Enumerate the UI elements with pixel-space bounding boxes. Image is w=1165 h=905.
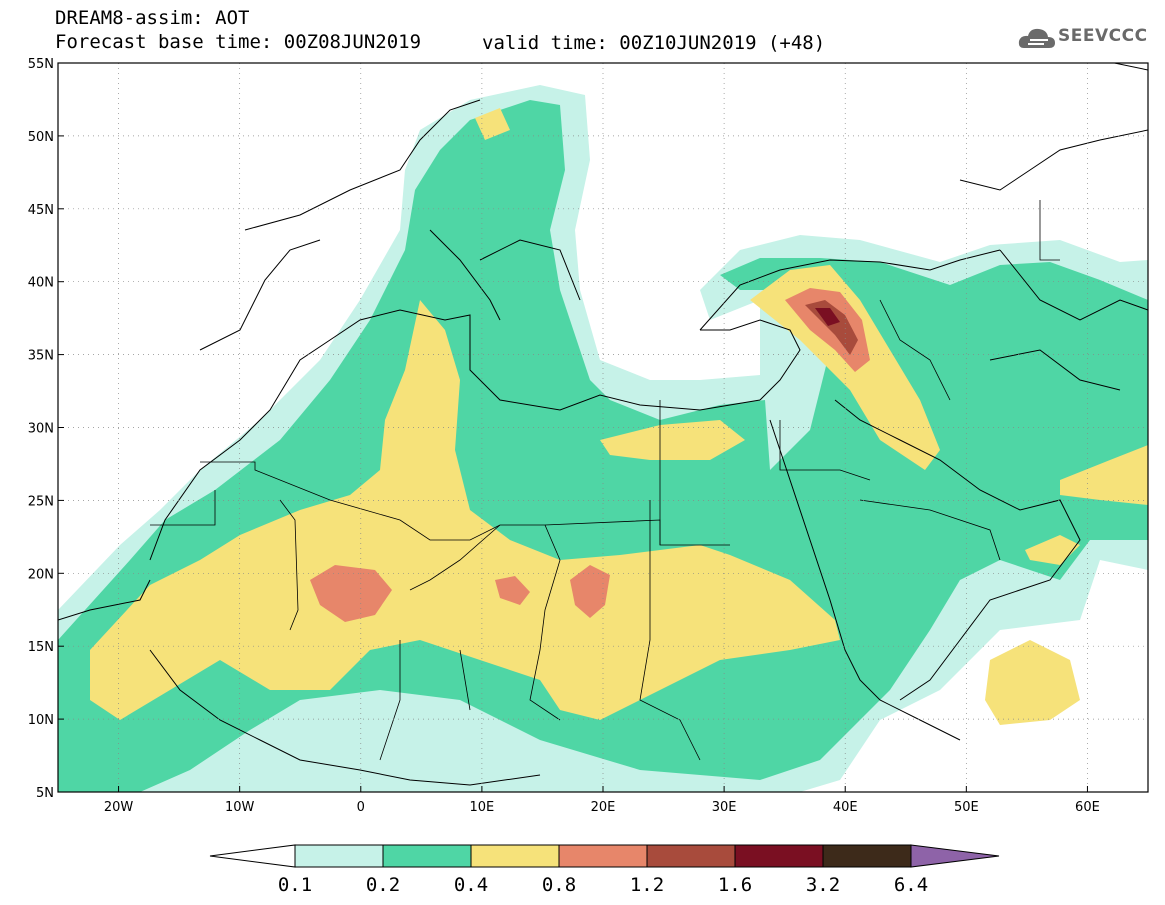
colorbar: 0.1 0.2 0.4 0.8 1.2 1.6 3.2 6.4 — [209, 844, 1000, 896]
lon-tick-label: 20W — [104, 800, 134, 815]
aot-region-extreme — [815, 308, 840, 326]
colorbar-swatch — [734, 844, 824, 868]
colorbar-swatch — [822, 844, 912, 868]
colorbar-label: 0.2 — [366, 874, 400, 896]
aot-region-very-high — [570, 565, 610, 618]
lat-tick-label: 40N — [28, 276, 54, 291]
lat-tick-label: 5N — [36, 786, 54, 801]
lon-tick-label: 20E — [591, 800, 616, 815]
lat-tick-label: 55N — [28, 57, 54, 72]
lat-axis: 55N 50N 45N 40N 35N 30N 25N 20N 15N 10N 5N — [28, 57, 64, 801]
lat-tick-label: 30N — [28, 422, 54, 437]
lon-tick-label: 0 — [357, 800, 365, 815]
lon-axis: 20W 10W 0 10E 20E 30E 40E 50E 60E — [104, 786, 1100, 815]
lon-tick-label: 10W — [225, 800, 255, 815]
lon-tick-label: 30E — [712, 800, 737, 815]
lon-tick-label: 60E — [1075, 800, 1100, 815]
colorbar-over-arrow — [910, 844, 1000, 868]
lat-tick-label: 35N — [28, 349, 54, 364]
lat-tick-label: 45N — [28, 203, 54, 218]
colorbar-label: 1.6 — [718, 874, 752, 896]
aot-region-high — [1060, 445, 1148, 505]
lon-tick-label: 40E — [833, 800, 858, 815]
aot-region-high — [600, 420, 745, 460]
colorbar-label: 0.1 — [278, 874, 312, 896]
grid-lines — [58, 63, 1148, 792]
colorbar-under-arrow — [209, 844, 296, 868]
colorbar-swatch — [382, 844, 472, 868]
colorbar-label: 1.2 — [630, 874, 664, 896]
forecast-base-time: Forecast base time: 00Z08JUN2019 — [55, 31, 422, 53]
colorbar-label: 0.4 — [454, 874, 488, 896]
lat-tick-label: 25N — [28, 494, 54, 509]
colorbar-label: 0.8 — [542, 874, 576, 896]
lat-tick-label: 50N — [28, 130, 54, 145]
coastlines — [58, 63, 1148, 786]
logo-text: SEEVCCC — [1058, 26, 1148, 46]
lat-tick-label: 10N — [28, 713, 54, 728]
valid-time: valid time: 00Z10JUN2019 (+48) — [482, 32, 826, 54]
colorbar-swatch — [646, 844, 736, 868]
aot-region-very-high — [495, 576, 530, 605]
aot-region-high — [90, 300, 840, 720]
cloud-icon — [1018, 28, 1055, 48]
map-title: DREAM8-assim: AOT — [55, 7, 250, 29]
colorbar-label: 3.2 — [806, 874, 840, 896]
aot-region-high — [475, 108, 510, 140]
aot-region-high — [985, 640, 1080, 725]
colorbar-swatch — [558, 844, 648, 868]
country-borders — [150, 200, 1060, 761]
lat-tick-label: 15N — [28, 640, 54, 655]
colorbar-label: 6.4 — [894, 874, 928, 896]
colorbar-swatch — [470, 844, 560, 868]
lon-tick-label: 10E — [470, 800, 495, 815]
lat-tick-label: 20N — [28, 567, 54, 582]
aot-region-high — [750, 265, 940, 470]
lon-tick-label: 50E — [954, 800, 979, 815]
aot-region-extreme — [805, 300, 858, 355]
aot-region-very-high — [310, 565, 392, 622]
colorbar-swatch — [294, 844, 384, 868]
